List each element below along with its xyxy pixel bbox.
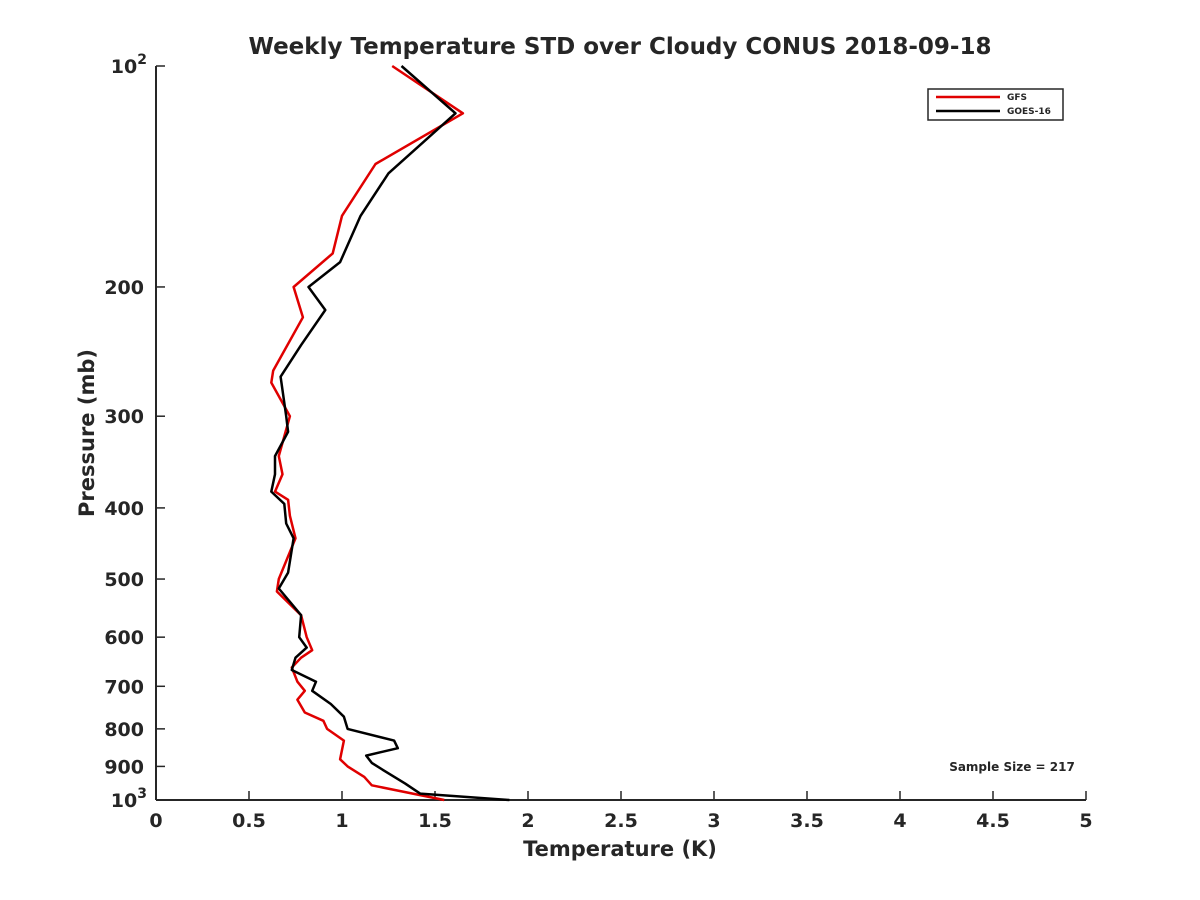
- y-axis-label: Pressure (mb): [75, 349, 99, 517]
- y-tick-label: 300: [104, 406, 144, 428]
- y-tick-label: 900: [104, 756, 144, 778]
- y-tick-base: 10: [111, 790, 137, 812]
- y-tick-label: 600: [104, 627, 144, 649]
- y-tick-base: 10: [111, 56, 137, 78]
- chart-title: Weekly Temperature STD over Cloudy CONUS…: [249, 34, 992, 60]
- sample-size-annotation: Sample Size = 217: [949, 760, 1075, 774]
- legend-label-goes16: GOES-16: [1007, 107, 1051, 117]
- y-tick-label: 103: [111, 786, 147, 812]
- y-tick-label: 700: [104, 676, 144, 698]
- x-ticks: 0 0.5 1 1.5 2 2.5 3 3.5 4 4.5 5: [149, 791, 1093, 832]
- legend: GFS GOES-16: [927, 88, 1064, 121]
- series-lines: [270, 64, 510, 802]
- legend-box: [927, 88, 1064, 121]
- series-line-gfs: [270, 64, 465, 802]
- x-tick-label: 3.5: [790, 810, 824, 832]
- legend-label-gfs: GFS: [1007, 93, 1027, 103]
- x-tick-label: 4.5: [976, 810, 1010, 832]
- x-tick-label: 2: [521, 810, 534, 832]
- series-line-goes16: [270, 65, 510, 802]
- x-tick-label: 0: [149, 810, 162, 832]
- x-axis-label: Temperature (K): [523, 837, 717, 861]
- y-tick-exponent: 3: [137, 786, 147, 802]
- x-tick-label: 0.5: [232, 810, 266, 832]
- y-tick-label: 500: [104, 569, 144, 591]
- x-tick-label: 5: [1079, 810, 1092, 832]
- y-tick-exponent: 2: [137, 52, 147, 68]
- y-tick-label: 102: [111, 52, 147, 78]
- x-tick-label: 3: [707, 810, 720, 832]
- x-tick-label: 1: [335, 810, 348, 832]
- x-tick-label: 4: [893, 810, 906, 832]
- x-tick-label: 2.5: [604, 810, 638, 832]
- x-tick-label: 1.5: [418, 810, 452, 832]
- y-tick-label: 800: [104, 719, 144, 741]
- plot-area: 0 0.5 1 1.5 2 2.5 3 3.5 4 4.5 5 102200300400500600…: [104, 52, 1092, 832]
- title-group: Weekly Temperature STD over Cloudy CONUS…: [249, 34, 992, 60]
- y-tick-label: 400: [104, 498, 144, 520]
- y-tick-label: 200: [104, 277, 144, 299]
